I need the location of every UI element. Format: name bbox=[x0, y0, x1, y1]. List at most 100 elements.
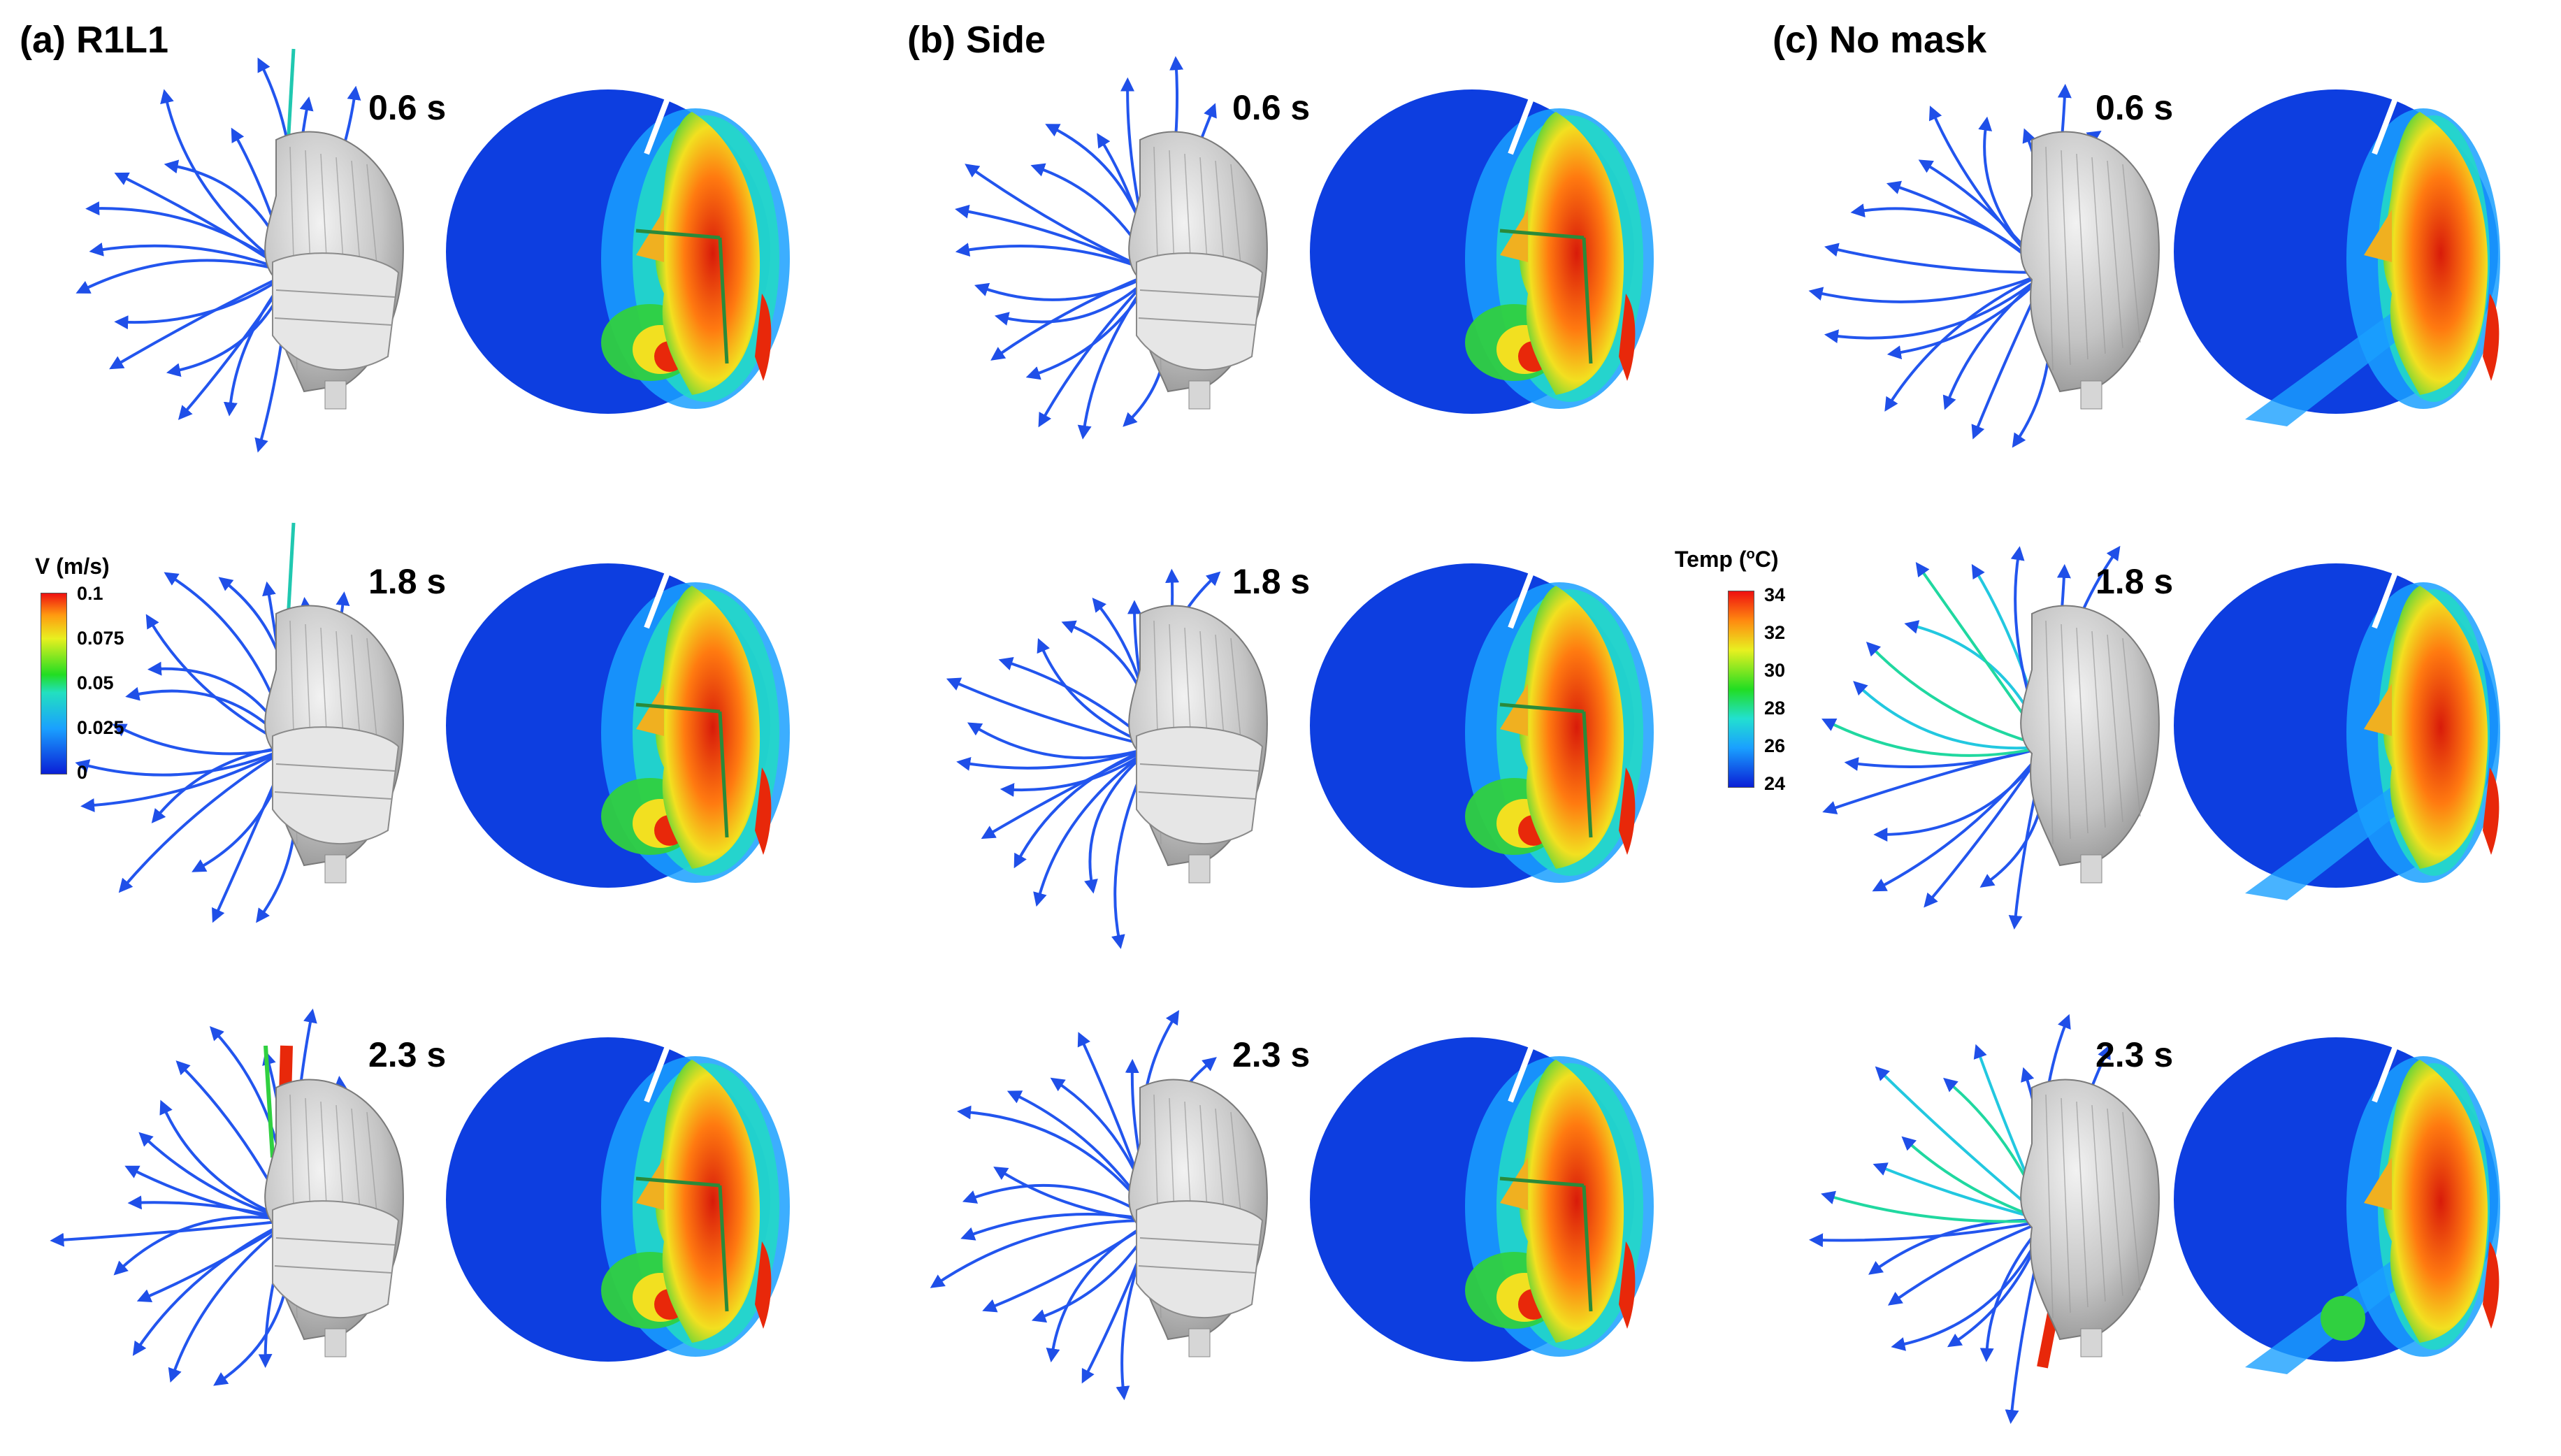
face-temperature bbox=[1519, 1060, 1624, 1343]
streamline-view bbox=[50, 1008, 404, 1386]
temperature-view bbox=[2174, 88, 2500, 426]
mask-outline bbox=[1499, 1176, 1593, 1312]
face-temperature bbox=[655, 112, 760, 395]
temperature-view bbox=[2174, 1036, 2500, 1374]
velocity-colorbar-title: V (m/s) bbox=[35, 554, 110, 579]
head-model bbox=[2020, 605, 2160, 867]
nose bbox=[636, 1158, 664, 1210]
ear bbox=[755, 767, 772, 855]
streamline bbox=[109, 271, 291, 370]
time-label-c-row3: 2.3 s bbox=[2095, 1035, 2174, 1074]
mask-pleats bbox=[274, 289, 396, 326]
disc-notch bbox=[644, 562, 674, 629]
neck bbox=[324, 854, 347, 884]
streamline bbox=[50, 1219, 291, 1247]
nose bbox=[1500, 210, 1528, 262]
streamline bbox=[89, 242, 291, 274]
time-label-b-row1: 0.6 s bbox=[1232, 88, 1311, 127]
facet-line bbox=[2091, 157, 2106, 354]
streamline bbox=[1821, 1190, 2047, 1223]
panel-title-c: (c) No mask bbox=[1773, 19, 1987, 61]
disc-notch bbox=[2372, 562, 2402, 629]
velocity-tick-0-1: 0.1 bbox=[77, 583, 103, 604]
streamline-view bbox=[1821, 545, 2160, 930]
streamline bbox=[982, 1219, 1155, 1313]
streamline-view bbox=[1809, 1014, 2160, 1425]
neck bbox=[2080, 854, 2102, 884]
mask-pleats bbox=[1138, 289, 1260, 326]
streamline bbox=[967, 722, 1155, 760]
streamline bbox=[946, 677, 1155, 748]
ear bbox=[2483, 767, 2499, 855]
velocity-tick-0: 0 bbox=[77, 762, 88, 783]
mask-pleats bbox=[274, 1237, 396, 1274]
streamline bbox=[132, 1219, 291, 1356]
streamline bbox=[75, 745, 291, 777]
face-temperature bbox=[655, 1060, 760, 1343]
streamline bbox=[1868, 1218, 2047, 1275]
streamline bbox=[112, 723, 291, 756]
temperature-view bbox=[446, 562, 790, 888]
streamline bbox=[965, 164, 1155, 274]
disc-notch bbox=[2372, 88, 2402, 155]
temperature-tick-30: 30 bbox=[1764, 660, 1786, 681]
time-label-b-row3: 2.3 s bbox=[1232, 1035, 1311, 1074]
panel-b-row2 bbox=[946, 562, 1654, 949]
face-temperature bbox=[2383, 112, 2488, 395]
time-label-c-row2: 1.8 s bbox=[2095, 562, 2174, 601]
velocity-tick-0-075: 0.075 bbox=[77, 628, 124, 649]
exhaled-jet bbox=[2245, 781, 2413, 900]
streamline bbox=[75, 259, 291, 294]
temperature-tick-28: 28 bbox=[1764, 698, 1786, 719]
streamline-view bbox=[75, 48, 404, 453]
streamline bbox=[1887, 1219, 2047, 1306]
streamline bbox=[1809, 1219, 2047, 1248]
facet-line bbox=[2076, 1101, 2089, 1308]
face-temperature bbox=[2383, 1060, 2488, 1343]
temperature-title-suffix: C) bbox=[1754, 547, 1779, 572]
streamline bbox=[1866, 642, 2047, 748]
nose bbox=[636, 684, 664, 736]
time-label-b-row2: 1.8 s bbox=[1232, 562, 1311, 601]
panel-b-row1 bbox=[955, 56, 1654, 440]
neck bbox=[1188, 854, 1211, 884]
panel-title-b: (b) Side bbox=[907, 19, 1046, 61]
mask-outline bbox=[635, 229, 729, 364]
temperature-colorbar-title: Temp (oC) bbox=[1675, 547, 1779, 572]
streamline bbox=[114, 271, 291, 330]
exhaled-jet bbox=[2245, 308, 2413, 426]
nose bbox=[2364, 210, 2392, 262]
disc-notch bbox=[2372, 1036, 2402, 1103]
mask-model bbox=[1136, 252, 1264, 370]
exhaled-puff bbox=[2321, 1296, 2365, 1341]
mask-model bbox=[1136, 1200, 1264, 1318]
time-label-a-row3: 2.3 s bbox=[368, 1035, 447, 1074]
streamline bbox=[1824, 271, 2047, 344]
facet-line bbox=[2045, 146, 2054, 371]
neck bbox=[1188, 1328, 1211, 1357]
face-temperature bbox=[2383, 586, 2488, 869]
disc-notch bbox=[1508, 88, 1538, 155]
streamline bbox=[1808, 271, 2047, 303]
nose bbox=[1500, 1158, 1528, 1210]
temperature-view bbox=[1310, 562, 1654, 888]
facet-line bbox=[2107, 1108, 2123, 1297]
streamline-view bbox=[930, 1010, 1268, 1401]
facet-line bbox=[2076, 153, 2089, 360]
streamline bbox=[1884, 271, 2047, 412]
ear bbox=[2483, 1241, 2499, 1329]
temperature-tick-34: 34 bbox=[1764, 584, 1786, 605]
neck bbox=[1188, 380, 1211, 410]
mask-pleats bbox=[1138, 763, 1260, 800]
ear bbox=[1619, 294, 1636, 381]
streamline bbox=[1824, 243, 2047, 275]
face-temperature bbox=[1519, 586, 1624, 869]
time-label-a-row1: 0.6 s bbox=[368, 88, 447, 127]
mask-pleats bbox=[274, 763, 396, 800]
streamline bbox=[981, 745, 1155, 839]
panel-b-row3 bbox=[930, 1010, 1654, 1401]
facet-line bbox=[2061, 1097, 2071, 1313]
neck bbox=[324, 1328, 347, 1357]
panel-c-row3 bbox=[1809, 1014, 2500, 1425]
panel-a-row2 bbox=[75, 522, 790, 923]
